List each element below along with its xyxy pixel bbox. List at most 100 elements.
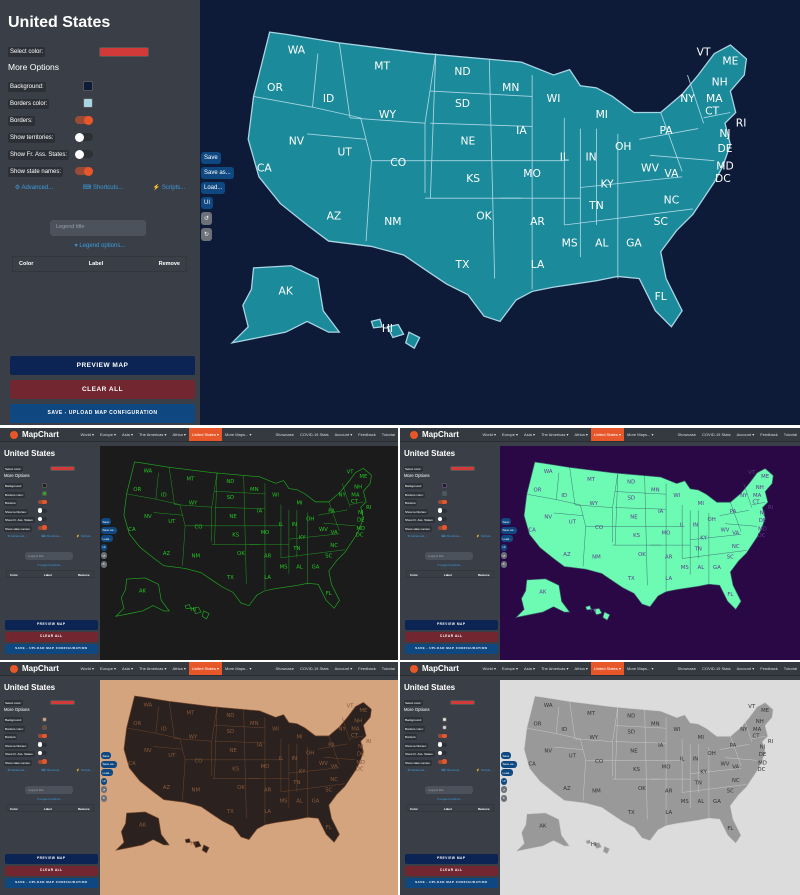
ui-button[interactable]: UI (501, 777, 507, 785)
state-label[interactable]: AR (264, 554, 272, 560)
state-label[interactable]: MA (753, 493, 762, 499)
background-swatch[interactable] (41, 482, 47, 488)
state-label[interactable]: MS (681, 565, 690, 571)
nav-item[interactable]: Showcase (275, 432, 294, 437)
state-label[interactable]: GA (312, 798, 320, 804)
state-label[interactable]: NY (740, 493, 748, 499)
state-label[interactable]: ME (359, 708, 368, 714)
state-label[interactable]: AL (296, 564, 303, 570)
state-label[interactable]: DC (356, 766, 364, 772)
state-label[interactable]: KY (700, 770, 707, 776)
state-label[interactable]: MN (250, 721, 259, 727)
state-label[interactable]: KS (466, 172, 480, 185)
state-label[interactable]: WY (589, 501, 598, 507)
borders-toggle[interactable] (437, 733, 447, 739)
load-button[interactable]: Load... (101, 535, 114, 542)
state-label[interactable]: AL (698, 799, 705, 805)
save-as-button[interactable]: Save as... (201, 167, 234, 179)
state-label[interactable]: IL (680, 756, 685, 762)
us-map[interactable]: WA OR CA NV ID MT WY UT CO AZ NM ND SD NE KS OK TX MN IA MO… (500, 680, 800, 895)
alaska-shape[interactable] (114, 577, 170, 617)
state-label[interactable]: SD (627, 730, 635, 736)
load-button[interactable]: Load... (501, 769, 514, 776)
nav-item[interactable]: Showcase (677, 666, 696, 671)
state-label[interactable]: NE (460, 135, 475, 148)
state-label[interactable]: HI (591, 608, 597, 614)
state-label[interactable]: FL (326, 825, 332, 831)
shortcuts-link[interactable]: ⌨ Shortcuts... (41, 768, 62, 772)
scripts-link[interactable]: ⚡ Scripts... (76, 768, 93, 772)
state-label[interactable]: NJ (358, 744, 364, 750)
state-label[interactable]: MS (280, 798, 289, 804)
clear-all-button[interactable]: CLEAR ALL (5, 866, 98, 876)
state-label[interactable]: PA (660, 124, 674, 137)
show-territories-toggle[interactable] (437, 742, 447, 747)
state-label[interactable]: KS (633, 533, 641, 539)
show-territories-toggle[interactable] (37, 508, 47, 513)
clear-all-button[interactable]: CLEAR ALL (405, 632, 498, 642)
borders-toggle[interactable] (437, 499, 447, 505)
state-label[interactable]: ID (323, 92, 334, 105)
state-label[interactable]: OK (476, 210, 492, 223)
state-label[interactable]: NY (740, 727, 748, 733)
state-label[interactable]: TN (292, 546, 300, 552)
us-map[interactable]: WA OR CA NV ID MT WY UT CO AZ NM ND SD NE KS OK TX MN IA MO… (200, 0, 800, 425)
state-label[interactable]: AK (279, 285, 294, 298)
nav-item[interactable]: World ▾ (80, 432, 95, 437)
state-label[interactable]: OR (133, 721, 141, 727)
nav-item[interactable]: World ▾ (482, 432, 497, 437)
state-label[interactable]: MT (187, 477, 196, 483)
state-label[interactable]: NY (339, 727, 347, 733)
state-label[interactable]: CO (595, 759, 603, 765)
state-label[interactable]: WV (721, 762, 730, 768)
state-label[interactable]: WV (641, 161, 660, 174)
nav-item[interactable]: Feedback (358, 666, 376, 671)
alaska-shape[interactable] (114, 811, 170, 851)
state-label[interactable]: MS (562, 236, 578, 249)
hawaii-shape[interactable] (184, 838, 210, 854)
state-label[interactable]: DC (356, 532, 364, 538)
nav-item[interactable]: Account ▾ (736, 432, 755, 437)
state-label[interactable]: TX (455, 258, 470, 271)
nav-item[interactable]: Asia ▾ (524, 666, 535, 671)
app-logo[interactable]: MapChart (10, 664, 78, 673)
state-label[interactable]: LA (531, 258, 545, 271)
nav-item[interactable]: Account ▾ (334, 666, 353, 671)
state-label[interactable]: AK (539, 823, 547, 829)
state-label[interactable]: IN (291, 522, 297, 528)
nav-item[interactable]: Feedback (358, 432, 376, 437)
shortcuts-link[interactable]: ⌨ Shortcuts... (441, 768, 462, 772)
show-fas-toggle[interactable] (437, 750, 447, 756)
select-color-swatch[interactable] (99, 47, 149, 57)
legend-title-input[interactable]: Legend title (25, 786, 73, 794)
state-label[interactable]: LA (264, 809, 271, 815)
ui-button[interactable]: UI (101, 543, 107, 551)
state-label[interactable]: NJ (719, 127, 730, 140)
contiguous-us-shape[interactable] (523, 695, 774, 844)
state-label[interactable]: WI (673, 727, 680, 733)
legend-options-link[interactable]: ▾ Legend options... (437, 563, 463, 567)
nav-item[interactable]: COVID-19 Stats (701, 666, 731, 671)
state-label[interactable]: NH (354, 485, 362, 491)
map-canvas[interactable]: WA OR CA NV ID MT WY UT CO AZ NM ND SD NE KS OK TX MN IA MO… (200, 0, 800, 425)
state-label[interactable]: WY (189, 735, 198, 741)
nav-item[interactable]: Feedback (760, 432, 778, 437)
state-label[interactable]: ND (226, 479, 234, 485)
preview-map-button[interactable]: PREVIEW MAP (405, 854, 498, 864)
save-button[interactable]: Save (201, 152, 221, 164)
state-label[interactable]: OR (534, 722, 542, 728)
advanced-link[interactable]: ⚙ Advanced... (14, 185, 54, 191)
load-button[interactable]: Load... (201, 182, 226, 194)
save-button[interactable]: Save (501, 518, 511, 525)
state-label[interactable]: ME (359, 474, 368, 480)
state-label[interactable]: GA (312, 564, 320, 570)
state-label[interactable]: IN (585, 151, 596, 164)
show-territories-toggle[interactable] (37, 742, 47, 747)
state-label[interactable]: ID (561, 727, 567, 733)
scripts-link[interactable]: ⚡ Scripts... (476, 768, 493, 772)
state-label[interactable]: MT (374, 60, 390, 73)
state-label[interactable]: NE (630, 748, 638, 754)
state-label[interactable]: SC (325, 788, 332, 794)
state-label[interactable]: TN (694, 780, 702, 786)
preview-map-button[interactable]: PREVIEW MAP (405, 620, 498, 630)
